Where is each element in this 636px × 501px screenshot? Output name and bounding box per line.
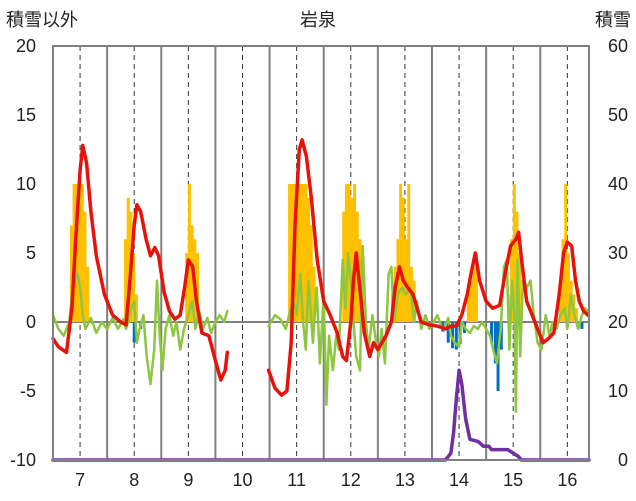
x-tick: 9 bbox=[183, 470, 193, 490]
precip-bar bbox=[132, 322, 136, 343]
sunshine-bar bbox=[187, 184, 191, 322]
temperature-line bbox=[51, 143, 230, 382]
y-tick-left: 10 bbox=[16, 174, 36, 194]
sunshine-bar bbox=[309, 225, 313, 322]
precip-bar bbox=[490, 322, 494, 343]
y-tick-left: 5 bbox=[26, 243, 36, 263]
x-tick: 16 bbox=[557, 470, 577, 490]
y-tick-left: 15 bbox=[16, 105, 36, 125]
y-tick-right: 50 bbox=[608, 105, 628, 125]
precip-bar bbox=[493, 322, 497, 364]
x-tick: 11 bbox=[287, 470, 306, 490]
sunshine-bar bbox=[566, 253, 570, 322]
sunshine-bar bbox=[399, 184, 403, 322]
sunshine-bar bbox=[558, 294, 562, 322]
x-tick: 12 bbox=[341, 470, 361, 490]
precip-bar bbox=[454, 322, 458, 350]
precip-bar bbox=[451, 322, 455, 349]
x-tick: 7 bbox=[75, 470, 85, 490]
snow_depth-line bbox=[51, 368, 591, 462]
sunshine-bar bbox=[401, 197, 405, 322]
y-tick-left: 0 bbox=[26, 312, 36, 332]
sunshine-bar bbox=[290, 184, 294, 322]
precip-bar bbox=[446, 322, 450, 343]
sunshine-bar bbox=[134, 294, 138, 322]
x-tick: 13 bbox=[395, 470, 415, 490]
y-tick-right: 0 bbox=[618, 450, 628, 470]
plot-area bbox=[51, 46, 591, 462]
y-tick-right: 40 bbox=[608, 174, 628, 194]
y-tick-right: 30 bbox=[608, 243, 628, 263]
sunshine-bar bbox=[304, 184, 308, 322]
y-tick-right: 60 bbox=[608, 36, 628, 56]
x-tick: 10 bbox=[232, 470, 252, 490]
sunshine-bar bbox=[518, 253, 522, 322]
y-tick-left: -5 bbox=[20, 381, 36, 401]
wind-line bbox=[267, 244, 590, 413]
sunshine-bar bbox=[575, 308, 579, 322]
x-tick: 8 bbox=[129, 470, 139, 490]
y-tick-left: 20 bbox=[16, 36, 36, 56]
y-tick-right: 20 bbox=[608, 312, 628, 332]
sunshine-bar bbox=[512, 184, 516, 322]
y-tick-right: 10 bbox=[608, 381, 628, 401]
sunshine-bar bbox=[185, 253, 189, 322]
sunshine-bar bbox=[307, 197, 311, 322]
x-tick: 15 bbox=[503, 470, 523, 490]
sunshine-bar bbox=[124, 239, 128, 322]
sunshine-bar bbox=[126, 197, 130, 322]
y-axis-left-label: 積雪以外 bbox=[6, 10, 78, 30]
sunshine-bar bbox=[312, 266, 316, 322]
sunshine-bar bbox=[407, 184, 411, 322]
sunshine-bar bbox=[288, 184, 292, 322]
sunshine-bar bbox=[474, 253, 478, 322]
x-tick: 14 bbox=[449, 470, 469, 490]
sunshine-bar bbox=[472, 266, 476, 322]
sunshine-bar bbox=[404, 239, 408, 322]
sunshine-bar bbox=[132, 253, 136, 322]
plot-frame bbox=[52, 45, 590, 461]
sunshine-bar bbox=[561, 239, 565, 322]
precip-bar bbox=[580, 322, 584, 329]
sunshine-bar bbox=[298, 184, 302, 322]
sunshine-bar bbox=[466, 294, 470, 322]
sunshine-bar bbox=[86, 266, 90, 322]
precip-bar bbox=[499, 322, 503, 350]
sunshine-bar bbox=[564, 184, 568, 322]
sunshine-bar bbox=[75, 184, 79, 322]
sunshine-bar bbox=[296, 184, 300, 322]
sunshine-bar bbox=[83, 211, 87, 322]
temperature-line bbox=[266, 138, 590, 397]
sunshine-bar bbox=[69, 225, 73, 322]
sunshine-bar bbox=[344, 184, 348, 322]
sunshine-bar bbox=[196, 253, 200, 322]
sunshine-bar bbox=[80, 184, 84, 322]
sunshine-bar bbox=[350, 197, 354, 322]
chart-title: 岩泉 bbox=[300, 10, 336, 30]
y-axis-right-label: 積雪 bbox=[595, 10, 631, 30]
sunshine-bar bbox=[78, 184, 82, 322]
sunshine-bar bbox=[469, 280, 473, 322]
sunshine-bar bbox=[301, 184, 305, 322]
y-tick-left: -10 bbox=[10, 450, 36, 470]
